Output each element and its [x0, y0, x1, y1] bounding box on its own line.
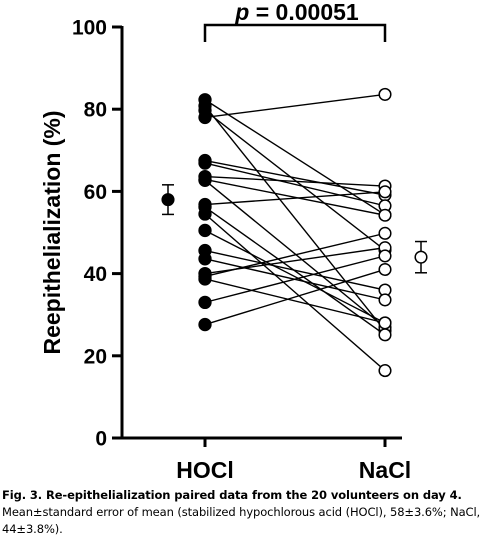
nacl-point — [378, 328, 392, 342]
pair-line — [204, 175, 386, 187]
pair-line — [204, 213, 386, 372]
pair-line — [204, 229, 386, 324]
nacl-point — [378, 226, 392, 240]
hocl-point — [198, 317, 212, 332]
pair-line — [204, 255, 386, 304]
hocl-point — [198, 156, 212, 170]
pair-line — [204, 178, 386, 216]
y-axis-label: Reepithelialization (%) — [39, 110, 65, 354]
x-tick-label: HOCl — [176, 457, 234, 482]
y-tick-label: 80 — [84, 99, 107, 122]
pair-line — [204, 109, 386, 251]
pair-line — [204, 159, 386, 196]
caption-title: Fig. 3. Re-epithelialization paired data… — [2, 488, 462, 502]
nacl-point — [378, 87, 392, 101]
hocl-point — [198, 272, 212, 286]
hocl-point — [198, 295, 212, 310]
y-tick-label: 20 — [84, 345, 107, 368]
pair-line — [204, 179, 386, 328]
significance-bracket: p = 0.00051 — [203, 0, 387, 42]
y-tick-label: 40 — [84, 263, 107, 286]
x-tick-label: NaCl — [359, 457, 411, 482]
pair-line — [204, 278, 386, 324]
pair-line — [204, 99, 386, 216]
pair-line — [204, 93, 386, 119]
nacl-point — [378, 293, 392, 307]
hocl-point — [198, 252, 212, 266]
mean-marker — [414, 250, 428, 264]
hocl-point — [198, 207, 212, 221]
mean-marker — [161, 193, 175, 207]
hocl-point — [198, 173, 212, 187]
p-value-label: p = 0.00051 — [234, 0, 359, 25]
pair-line — [204, 268, 386, 326]
figure-caption: Fig. 3. Re-epithelialization paired data… — [2, 487, 497, 538]
bracket-line — [203, 23, 387, 42]
nacl-point — [378, 316, 392, 330]
hocl-point — [198, 223, 212, 238]
y-tick-label: 100 — [72, 17, 107, 40]
y-tick-label: 0 — [95, 428, 107, 451]
points — [198, 87, 392, 378]
pair-line — [204, 232, 386, 278]
axes: 0 20 40 60 80 100 HOCl NaCl Reepithelialization … — [39, 17, 411, 483]
summary-markers — [161, 184, 428, 274]
nacl-point — [378, 208, 392, 222]
y-tick-label: 60 — [84, 181, 107, 204]
nacl-point — [378, 185, 392, 199]
pair-line — [204, 249, 386, 291]
nacl-point — [378, 249, 392, 263]
paired-scatter-chart: 0 20 40 60 80 100 HOCl NaCl Reepithelialization … — [39, 0, 428, 483]
pair-line — [204, 162, 386, 207]
nacl-point — [378, 364, 392, 378]
hocl-point — [198, 110, 212, 125]
pair-line — [204, 191, 386, 206]
nacl-point — [378, 262, 392, 277]
caption-body: Mean±standard error of mean (stabilized … — [2, 505, 481, 536]
pair-lines — [204, 93, 386, 372]
